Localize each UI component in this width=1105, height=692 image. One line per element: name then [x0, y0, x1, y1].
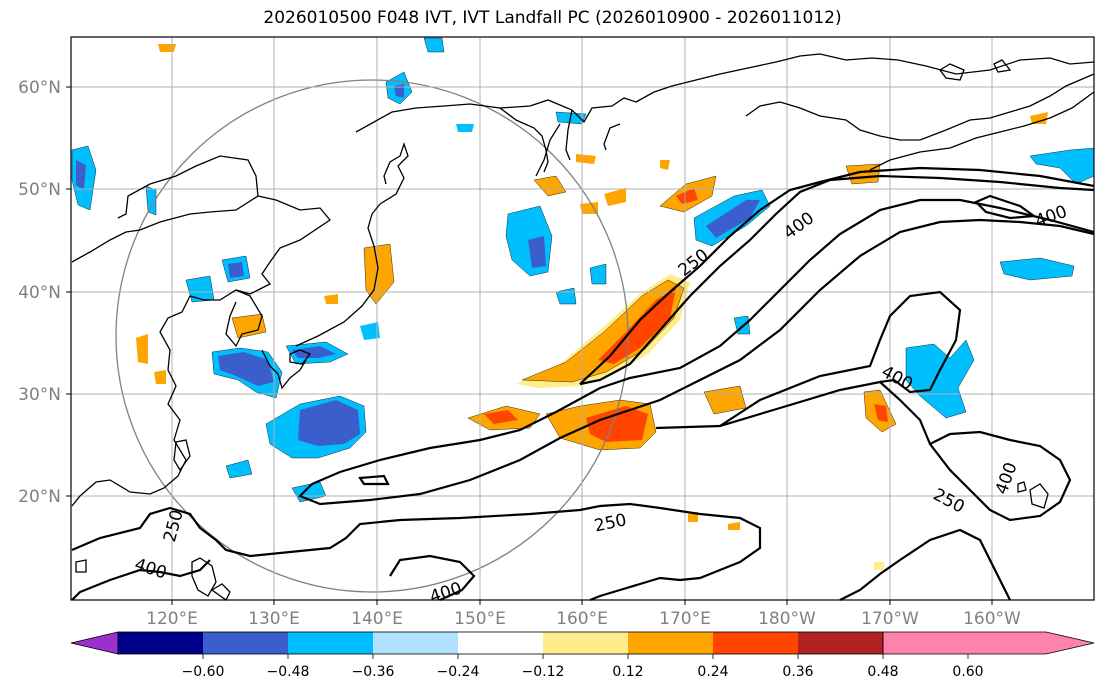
colorbar-extend-low: [70, 631, 119, 655]
colorbar-segment: [118, 632, 203, 654]
lat-label: 60°N: [18, 78, 61, 98]
lon-label: 170°W: [861, 609, 919, 629]
colorbar-tick-label: 0.36: [782, 664, 813, 680]
lat-labels: 20°N 30°N 40°N 50°N 60°N: [18, 78, 61, 507]
colorbar-tick-label: 0.60: [952, 664, 983, 680]
colorbar-tick-label: 0.24: [697, 664, 728, 680]
lon-label: 160°E: [556, 609, 608, 629]
lon-label: 130°E: [248, 609, 300, 629]
colorbar-segment: [543, 632, 628, 654]
colorbar-tick-label: −0.12: [522, 664, 565, 680]
pc-shading: [71, 37, 1095, 570]
colorbar-tick-label: 0.12: [612, 664, 643, 680]
colorbar-tick-label: −0.36: [352, 664, 395, 680]
lat-label: 50°N: [18, 180, 61, 200]
lon-label: 140°E: [351, 609, 403, 629]
lon-labels: 120°E 130°E 140°E 150°E 160°E 170°E 180°…: [146, 609, 1021, 629]
colorbar-tick-label: −0.24: [437, 664, 480, 680]
lon-label: 150°E: [454, 609, 506, 629]
coastlines: [71, 53, 1095, 601]
axis-ticks: [66, 86, 993, 605]
colorbar-tick-label: −0.48: [267, 664, 310, 680]
colorbar-segment: [798, 632, 883, 654]
colorbar-segment: [288, 632, 373, 654]
lat-label: 30°N: [18, 385, 61, 405]
gridlines: [71, 37, 1094, 600]
colorbar-tick-label: 0.48: [867, 664, 898, 680]
colorbar-segment: [203, 632, 288, 654]
lon-label: 120°E: [146, 609, 198, 629]
colorbar-segment: [713, 632, 798, 654]
lon-label: 160°W: [963, 609, 1021, 629]
colorbar-segment: [628, 632, 713, 654]
map-panel: 250 400 400 400 250 400 250 250 400 400: [70, 36, 1095, 608]
lat-label: 40°N: [18, 283, 61, 303]
colorbar: −0.60 −0.48 −0.36 −0.24 −0.12 0.12 0.24 …: [70, 631, 1095, 680]
colorbar-extend-high: [882, 631, 1095, 655]
colorbar-segment: [458, 632, 543, 654]
lon-label: 170°E: [659, 609, 711, 629]
colorbar-tick-label: −0.60: [182, 664, 225, 680]
lon-label: 180°W: [758, 609, 816, 629]
ivt-contours: [71, 166, 1095, 602]
lat-label: 20°N: [18, 487, 61, 507]
colorbar-segment: [373, 632, 458, 654]
map-title: 2026010500 F048 IVT, IVT Landfall PC (20…: [263, 8, 842, 28]
